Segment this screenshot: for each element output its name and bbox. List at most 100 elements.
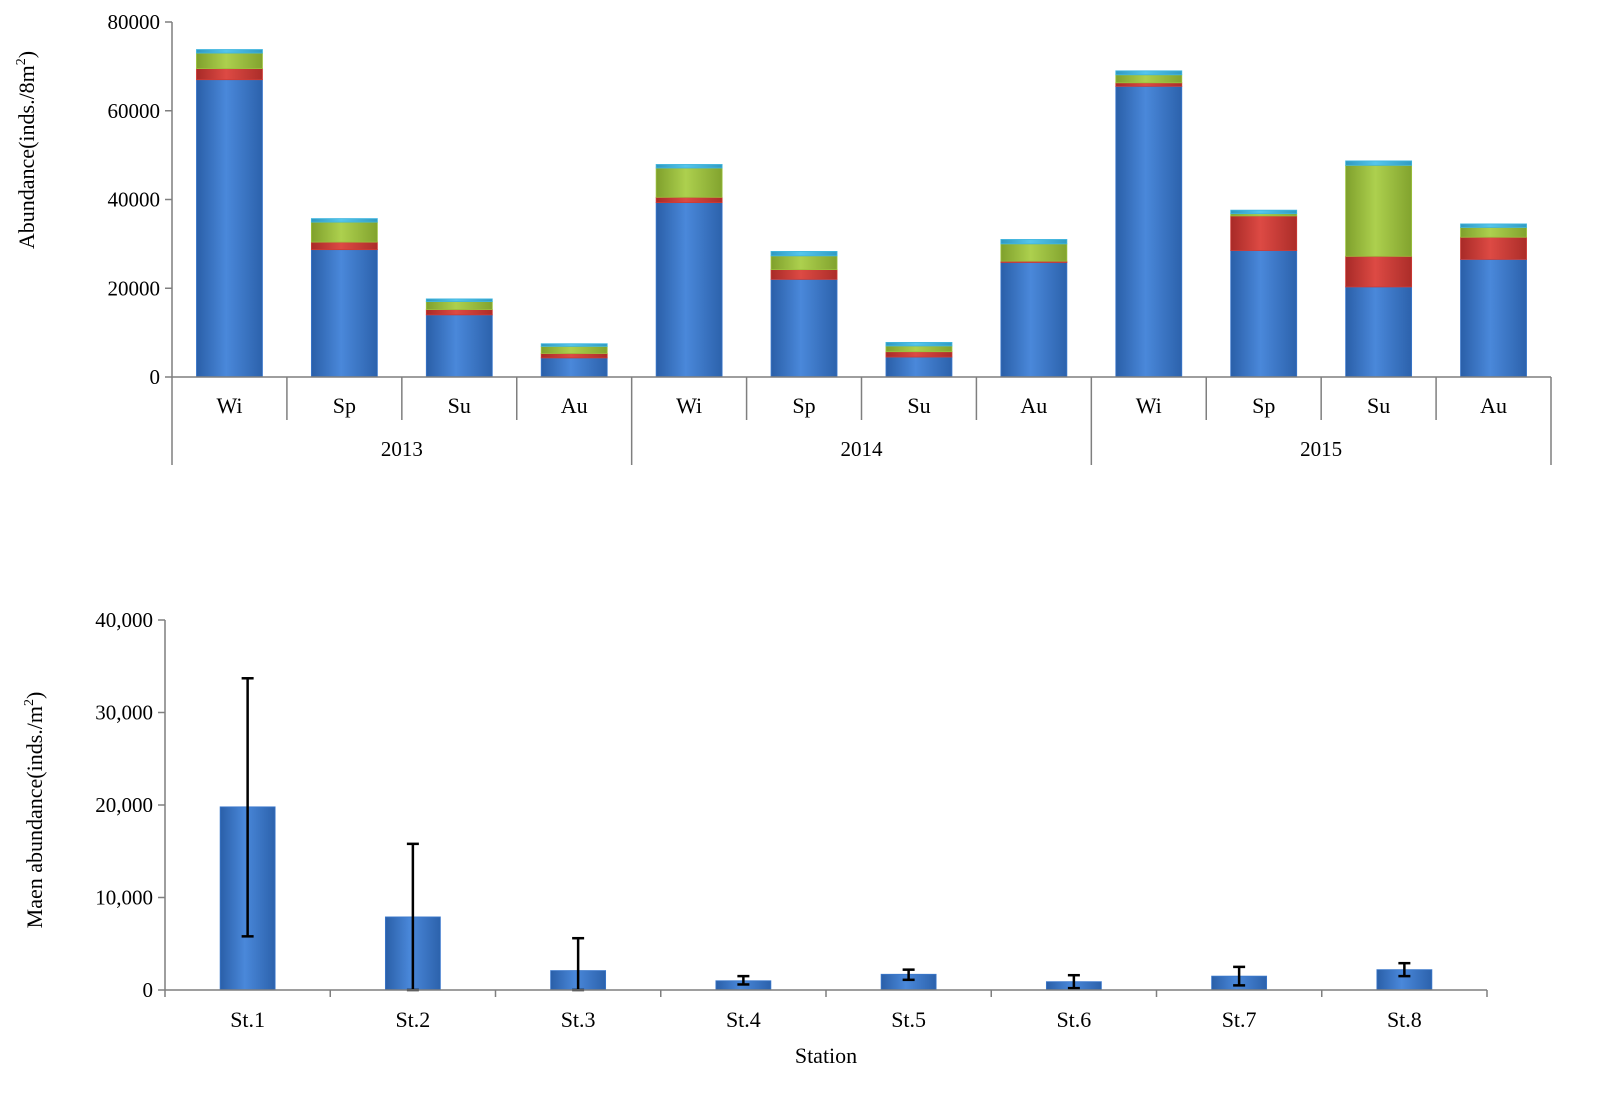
top-bar-segment-green: [1460, 227, 1527, 238]
top-bar-segment-blue: [540, 357, 608, 378]
top-y-tick-label: 40000: [108, 188, 161, 212]
top-y-tick-label: 60000: [108, 99, 161, 123]
top-bar-segment-red: [1230, 215, 1298, 251]
bottom-x-tick-label: St.3: [561, 1007, 596, 1032]
top-bar-segment-blue: [885, 356, 953, 378]
top-bar-segment-cyan: [540, 343, 608, 347]
top-bar-segment-blue: [1000, 262, 1068, 378]
top-group-label: 2014: [841, 437, 884, 461]
top-x-tick-label: Au: [1020, 393, 1047, 418]
top-x-tick-label: Su: [907, 393, 930, 418]
top-x-tick-label: Su: [1367, 393, 1390, 418]
bottom-x-axis: St.1 St.2 St.3 St.4 St.5 St.6 St.7 St.8: [164, 989, 1488, 1032]
top-bar-segment-cyan: [655, 164, 723, 169]
top-x-tick-label: Wi: [1136, 393, 1162, 418]
bottom-y-tick-label: 20,000: [95, 793, 153, 817]
top-bar-segment-blue: [1230, 250, 1298, 378]
top-bar-segment-green: [196, 52, 263, 69]
bottom-x-tick-label: St.6: [1056, 1007, 1091, 1032]
top-bar-segment-green: [1345, 164, 1413, 257]
top-x-tick-label: Sp: [792, 393, 815, 418]
bottom-y-tick-label: 0: [143, 978, 154, 1002]
bottom-error-bar: [1398, 961, 1411, 978]
bottom-y-axis-title: Maen abundance(inds./m2): [22, 692, 47, 929]
top-bar-segment-red: [310, 241, 378, 251]
top-x-tick-label: Wi: [216, 393, 242, 418]
top-x-tick-label: Sp: [1252, 393, 1275, 418]
bottom-y-ticks: 0 10,000 20,000 30,000 40,000: [95, 608, 166, 1002]
top-bar-segment-red: [770, 269, 838, 280]
top-group-label: 2015: [1300, 437, 1342, 461]
top-bar-segment-cyan: [770, 251, 838, 257]
top-bar-segment-cyan: [885, 341, 953, 347]
bottom-y-tick-label: 40,000: [95, 608, 153, 632]
top-x-tick-label: Au: [1480, 393, 1507, 418]
top-bar-segment-green: [310, 221, 378, 243]
bottom-error-bar: [902, 968, 915, 982]
top-x-tick-label: Wi: [676, 393, 702, 418]
bottom-y-tick-label: 10,000: [95, 886, 153, 910]
top-bar-segment-cyan: [1345, 160, 1413, 166]
bottom-error-bar: [241, 677, 254, 938]
top-x-tick-label: Au: [561, 393, 588, 418]
bottom-bars: [219, 677, 1433, 992]
top-x-tick-label: Sp: [333, 393, 356, 418]
top-y-tick-label: 80000: [108, 10, 161, 34]
top-bar-segment-red: [655, 196, 723, 204]
bottom-x-tick-label: St.7: [1222, 1007, 1257, 1032]
top-bar-segment-red: [1345, 255, 1413, 288]
bottom-y-tick-label: 30,000: [95, 701, 153, 725]
bottom-error-bar: [1067, 973, 1080, 990]
top-bar-segment-cyan: [196, 49, 263, 54]
top-bar-segment-blue: [770, 278, 838, 378]
top-bar-segment-green: [655, 167, 723, 198]
top-bar-segment-blue: [196, 79, 263, 378]
top-bar-segment-green: [540, 345, 608, 354]
top-bar-segment-green: [885, 345, 953, 353]
bottom-error-bar: [737, 974, 750, 986]
top-x-axis: Wi Sp Su Au Wi Sp Su Au Wi Sp Su Au 2013 2014 2015: [171, 376, 1552, 465]
top-bar-segment-cyan: [1460, 223, 1527, 228]
top-bar-segment-red: [425, 309, 493, 316]
top-bar-segment-blue: [1345, 286, 1413, 378]
bottom-x-tick-label: St.5: [891, 1007, 926, 1032]
top-y-tick-label: 0: [150, 365, 161, 389]
top-bar-segment-cyan: [425, 298, 493, 302]
bottom-x-axis-title: Station: [795, 1043, 857, 1068]
top-bar-segment-blue: [1460, 259, 1527, 378]
bottom-x-tick-label: St.1: [230, 1007, 265, 1032]
station-abundance-chart: Maen abundance(inds./m2) Station 0 10,000…: [22, 608, 1488, 1068]
bottom-y-axis-title-tail: ): [22, 692, 47, 699]
top-bar-segment-green: [425, 301, 493, 310]
top-bar-segment-cyan: [1115, 70, 1183, 76]
bottom-x-tick-label: St.8: [1387, 1007, 1422, 1032]
top-bar-segment-red: [885, 351, 953, 358]
top-y-axis-title-tail: ): [14, 51, 39, 58]
top-y-axis-title-sup: 2: [14, 58, 29, 65]
bottom-error-bar: [1233, 965, 1246, 987]
top-bar-segment-green: [770, 255, 838, 271]
top-bar-segment-blue: [655, 202, 723, 378]
top-bar-segment-green: [1000, 243, 1068, 262]
top-bar-segment-green: [1115, 74, 1183, 84]
top-bar-segment-cyan: [1000, 239, 1068, 245]
stacked-abundance-chart: Abundance(inds./8m2) 0 20000 40000 60000 800…: [14, 10, 1552, 465]
top-y-ticks: 0 20000 40000 60000 80000: [108, 10, 173, 389]
top-bar-segment-cyan: [1230, 209, 1298, 215]
top-y-axis-title: Abundance(inds./8m2): [14, 51, 39, 249]
top-bars: [196, 49, 1527, 378]
top-x-tick-label: Su: [448, 393, 471, 418]
top-y-tick-label: 20000: [108, 276, 161, 300]
top-bar-segment-red: [1115, 82, 1183, 87]
top-bar-segment-cyan: [310, 218, 378, 223]
top-bar-segment-red: [1460, 236, 1527, 260]
bottom-y-axis-title-main: Maen abundance(inds./m: [22, 706, 47, 928]
top-bar-segment-red: [196, 68, 263, 81]
top-y-axis-title-main: Abundance(inds./8m: [14, 65, 39, 249]
top-bar-segment-blue: [425, 314, 493, 378]
top-bar-segment-blue: [310, 249, 378, 378]
bottom-x-tick-label: St.4: [726, 1007, 761, 1032]
bottom-x-tick-label: St.2: [395, 1007, 430, 1032]
bottom-y-axis-title-sup: 2: [22, 699, 37, 706]
